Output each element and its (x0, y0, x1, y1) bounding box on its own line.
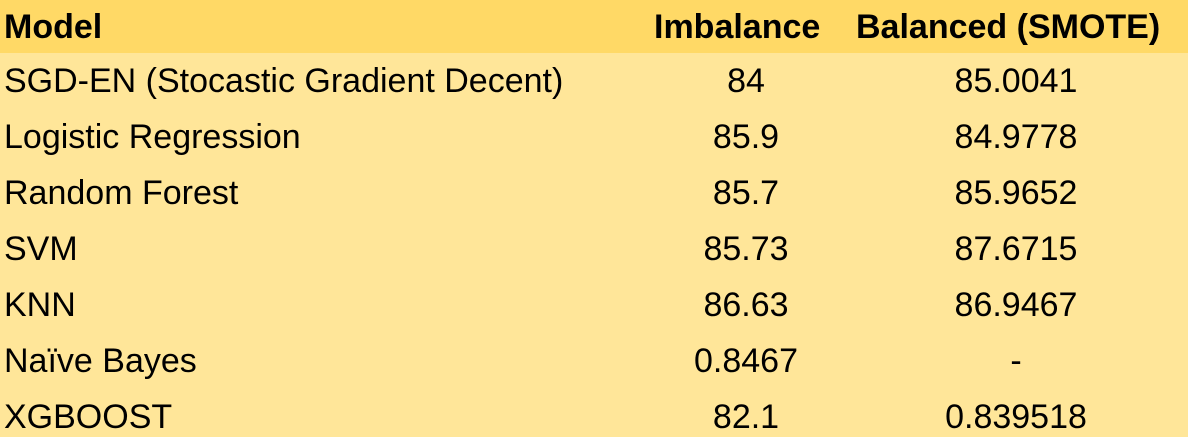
table-row: SVM 85.73 87.6715 (0, 221, 1188, 277)
model-name: Naïve Bayes (4, 342, 197, 380)
balanced-value: 84.9778 (954, 118, 1078, 156)
table-row: XGBOOST 82.1 0.839518 (0, 389, 1188, 437)
table-row: SGD-EN (Stocastic Gradient Decent) 84 85… (0, 53, 1188, 109)
model-name: Logistic Regression (4, 118, 301, 156)
model-name: XGBOOST (4, 398, 173, 436)
imbalance-value: 85.9 (712, 118, 780, 156)
balanced-value: - (1010, 342, 1022, 380)
header-model: Model (4, 7, 103, 46)
balanced-value: 0.839518 (945, 398, 1087, 436)
table-row: KNN 86.63 86.9467 (0, 277, 1188, 333)
imbalance-value: 82.1 (712, 398, 780, 436)
imbalance-value: 85.7 (712, 174, 780, 212)
header-imbalance: Imbalance (654, 7, 821, 46)
model-name: KNN (4, 286, 76, 324)
balanced-value: 86.9467 (954, 286, 1078, 324)
table-row: Naïve Bayes 0.8467 - (0, 333, 1188, 389)
balanced-value: 85.0041 (954, 62, 1078, 100)
table-row: Random Forest 85.7 85.9652 (0, 165, 1188, 221)
imbalance-value: 0.8467 (694, 342, 798, 380)
model-name: Random Forest (4, 174, 239, 212)
balanced-value: 87.6715 (954, 230, 1078, 268)
model-name: SVM (4, 230, 78, 268)
table-header: Model Imbalance Balanced (SMOTE) (0, 0, 1188, 53)
imbalance-value: 86.63 (703, 286, 789, 324)
model-name: SGD-EN (Stocastic Gradient Decent) (4, 62, 564, 100)
table-row: Logistic Regression 85.9 84.9778 (0, 109, 1188, 165)
balanced-value: 85.9652 (954, 174, 1078, 212)
imbalance-value: 84 (727, 62, 765, 100)
header-balanced-smote: Balanced (SMOTE) (856, 7, 1161, 46)
imbalance-value: 85.73 (703, 230, 789, 268)
